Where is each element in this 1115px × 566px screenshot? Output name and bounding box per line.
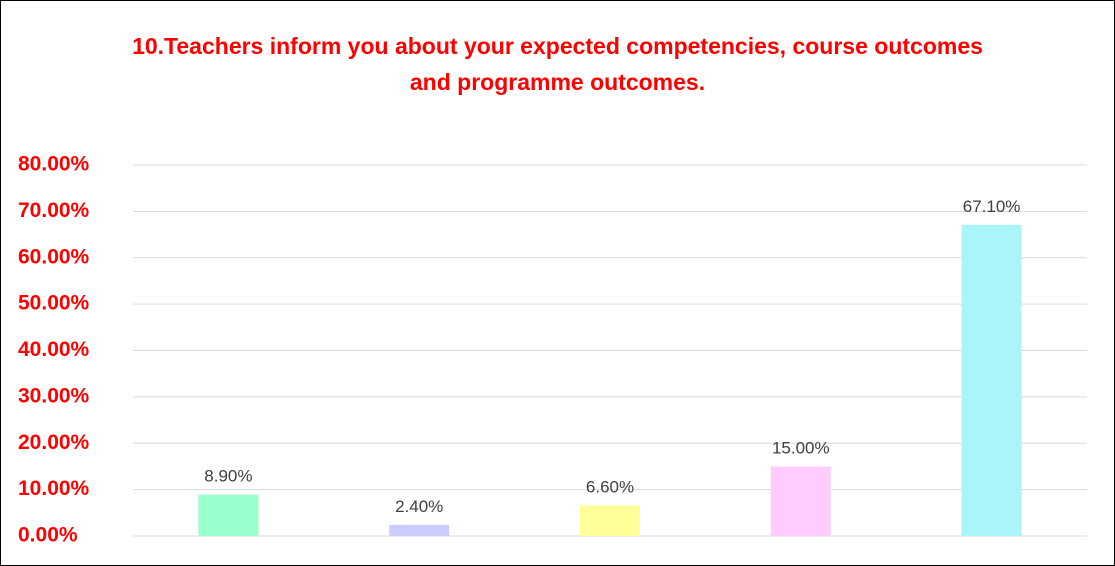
y-tick-label: 60.00% [18, 245, 90, 268]
bar [961, 224, 1022, 537]
value-label: 15.00% [772, 438, 830, 457]
y-tick-label: 30.00% [18, 384, 90, 407]
y-tick-label: 80.00% [18, 153, 90, 176]
bar [389, 524, 450, 536]
bar [198, 494, 259, 536]
y-tick-label: 0.00% [18, 524, 78, 547]
bar [770, 466, 831, 536]
y-tick-label: 40.00% [18, 338, 90, 361]
y-tick-label: 10.00% [18, 477, 90, 500]
chart-title: 10.Teachers inform you about your expect… [132, 33, 983, 95]
y-tick-label: 70.00% [18, 199, 90, 222]
value-label: 8.90% [204, 467, 252, 486]
bar [580, 505, 640, 536]
value-label: 6.60% [586, 477, 634, 496]
y-tick-label: 50.00% [18, 292, 90, 315]
y-tick-label: 20.00% [18, 431, 90, 454]
value-label: 67.10% [963, 197, 1021, 216]
value-label: 2.40% [395, 497, 443, 516]
